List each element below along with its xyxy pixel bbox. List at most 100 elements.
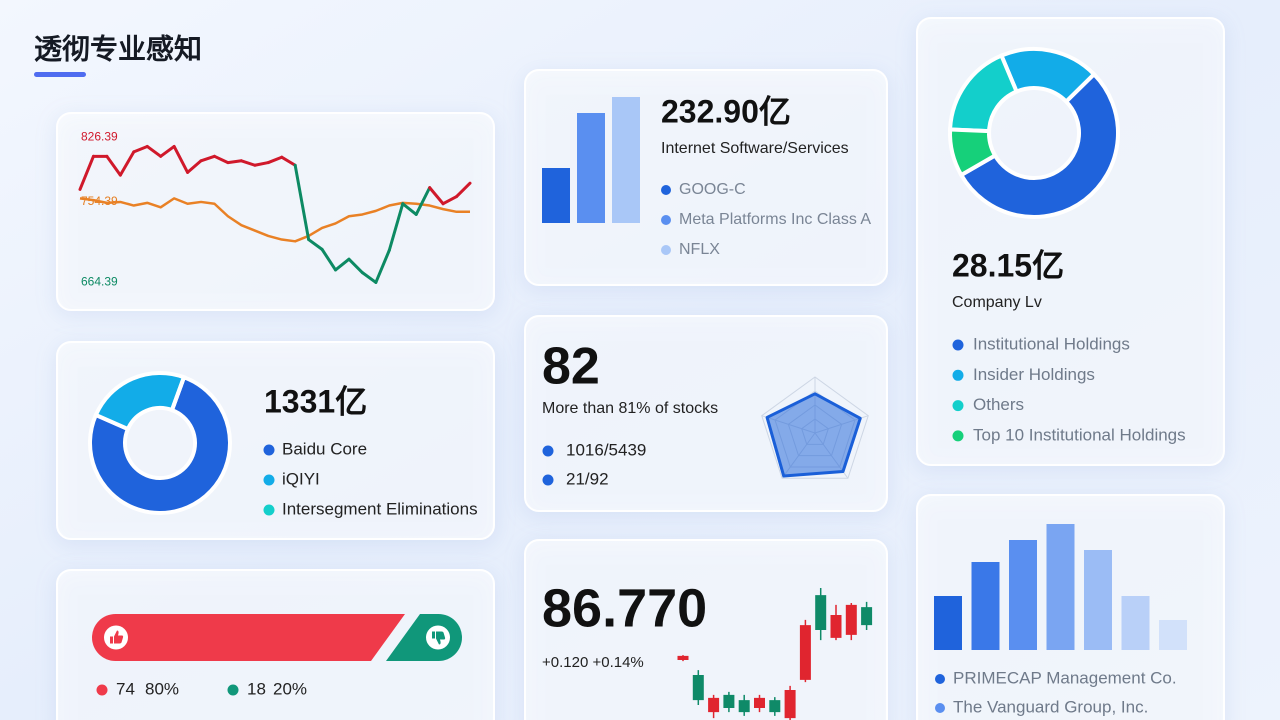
price-line-segment: [186, 159, 203, 174]
bar: [971, 562, 1000, 650]
legend-dot: [542, 474, 554, 486]
headline-value: 1331亿: [264, 383, 367, 419]
price-line-segment: [428, 186, 445, 206]
stat-label: 21/92: [566, 469, 609, 488]
legend-dot: [952, 400, 964, 412]
card: [524, 539, 888, 720]
price-line-segment: [132, 144, 149, 154]
legend-label: PRIMECAP Management Co.: [953, 668, 1177, 687]
price-line-segment: [401, 202, 418, 216]
bar: [1046, 524, 1075, 650]
headline-value: 86.770: [542, 578, 707, 638]
headline-value: 82: [542, 338, 600, 396]
legend-dot: [661, 245, 671, 255]
price-line-segment: [320, 247, 338, 272]
candle-body: [677, 655, 689, 660]
bar: [577, 113, 605, 223]
donut-segment: [998, 47, 1097, 105]
candle-body: [815, 595, 827, 630]
legend-dot: [227, 684, 239, 696]
price-line-segment: [455, 181, 472, 199]
legend-dot: [96, 684, 108, 696]
headline-value: 28.15亿: [952, 247, 1064, 283]
count-label: 18: [247, 679, 266, 698]
bar: [934, 596, 962, 650]
price-line-segment: [280, 155, 297, 167]
bar: [1084, 550, 1112, 650]
bar: [1159, 620, 1187, 650]
ratio-bar: [92, 614, 405, 661]
legend-dot: [952, 430, 964, 442]
bar: [542, 168, 570, 223]
price-line-segment: [266, 155, 284, 165]
legend-dot: [263, 504, 275, 516]
price-line-segment: [145, 144, 163, 158]
legend-label: Others: [973, 395, 1024, 414]
candle-body: [845, 604, 857, 635]
thumb-glyph: [110, 630, 124, 644]
legend-label: Intersegment Eliminations: [282, 499, 478, 518]
average-line: [79, 197, 470, 243]
price-line-segment: [360, 271, 378, 284]
candle-body: [754, 697, 765, 708]
legend-dot: [935, 703, 945, 713]
price-line-segment: [199, 154, 216, 163]
price-line-segment: [293, 163, 311, 242]
title-underline: [34, 72, 86, 77]
price-line-segment: [347, 257, 364, 275]
bar: [1009, 540, 1037, 650]
price-line-segment: [414, 186, 432, 216]
price-line-segment: [253, 161, 270, 167]
legend-label: iQIYI: [282, 469, 320, 488]
radar-grid: [761, 376, 869, 479]
candle-body: [799, 625, 811, 680]
donut-segment: [948, 127, 998, 178]
price-line-segment: [334, 257, 351, 272]
price-line-segment: [374, 248, 391, 284]
legend-dot: [661, 185, 671, 195]
candle-body: [830, 615, 842, 638]
bar: [1121, 596, 1150, 650]
legend-dot: [263, 444, 275, 456]
card: [56, 112, 495, 311]
y-tick-label: 664.39: [81, 274, 118, 288]
candle-body: [692, 675, 704, 701]
candle-body: [723, 694, 735, 708]
percent-label: 80%: [145, 679, 179, 698]
subtitle: Internet Software/Services: [661, 140, 849, 157]
stat-label: 1016/5439: [566, 440, 646, 459]
legend-dot: [661, 215, 671, 225]
subtitle: More than 81% of stocks: [542, 400, 718, 417]
headline-value: 232.90亿: [661, 93, 791, 129]
legend-label: The Vanguard Group, Inc.: [953, 697, 1148, 716]
price-line-segment: [105, 154, 122, 177]
donut-segment: [93, 371, 187, 432]
price-line-segment: [118, 150, 136, 177]
donut-segment: [958, 71, 1120, 219]
legend-dot: [952, 369, 964, 381]
candle-body: [861, 607, 873, 626]
page-title: 透彻专业感知: [34, 32, 202, 64]
subtitle: Company Lv: [952, 294, 1042, 311]
legend-dot: [263, 474, 275, 486]
candle-body: [708, 697, 720, 713]
legend-dot: [542, 445, 554, 457]
legend-label: Institutional Holdings: [973, 334, 1130, 353]
percent-label: 20%: [273, 679, 307, 698]
legend-label: Insider Holdings: [973, 365, 1095, 384]
price-line-segment: [387, 202, 405, 252]
candle-body: [769, 700, 781, 713]
price-line-segment: [226, 159, 243, 165]
ratio-bar: [386, 614, 462, 661]
price-change: +0.120 +0.14%: [542, 654, 644, 671]
donut-segment: [947, 52, 1020, 134]
card: [916, 17, 1225, 466]
legend-label: Top 10 Institutional Holdings: [973, 425, 1186, 444]
price-line-segment: [441, 195, 459, 206]
count-label: 74: [116, 679, 135, 698]
legend-dot: [952, 339, 964, 351]
legend-label: Meta Platforms Inc Class A: [679, 211, 871, 228]
